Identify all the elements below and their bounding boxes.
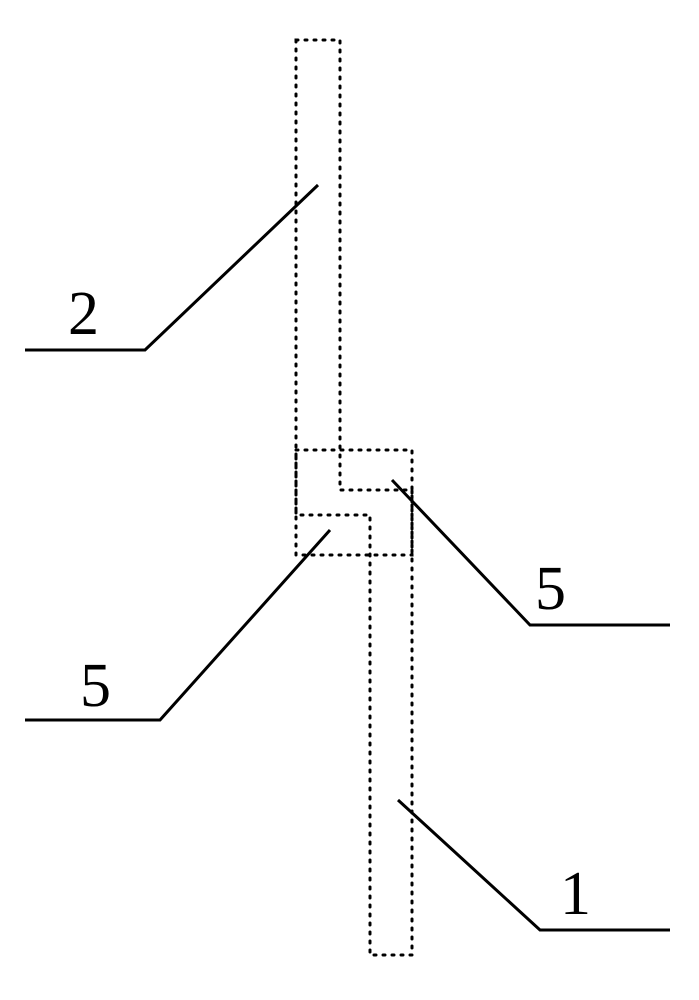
label-2: 2 xyxy=(68,279,99,350)
dotted-shape-bottom xyxy=(296,450,412,955)
dotted-shape-top xyxy=(296,40,412,555)
label-5-right: 5 xyxy=(535,554,566,625)
leader-5-right xyxy=(392,480,670,625)
label-5-left: 5 xyxy=(80,651,111,722)
leader-5-left xyxy=(25,530,330,720)
diagram-canvas xyxy=(0,0,699,1000)
label-1: 1 xyxy=(560,859,591,930)
leader-1 xyxy=(398,800,670,930)
